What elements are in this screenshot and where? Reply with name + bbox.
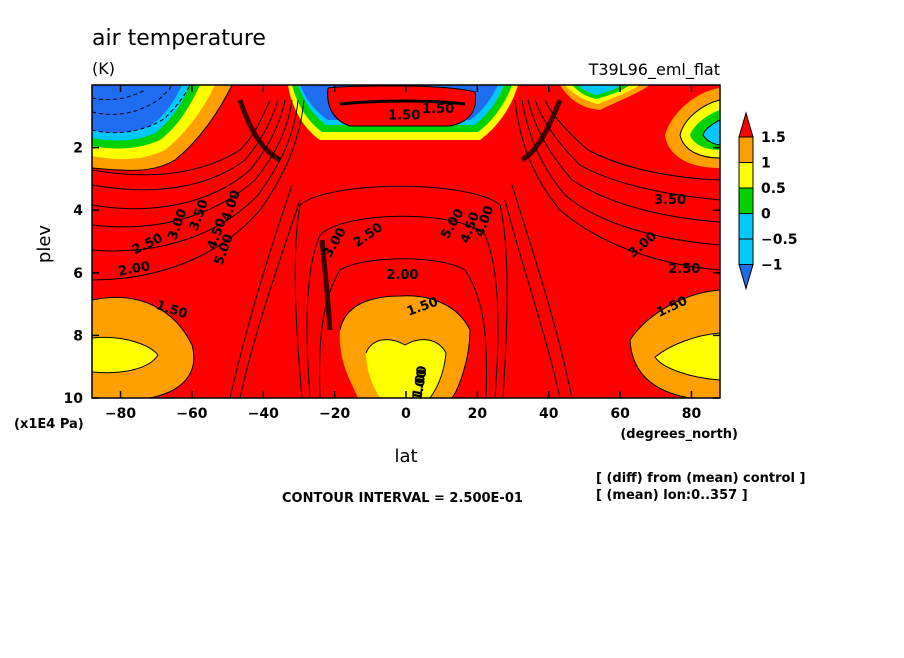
region-far-ne-cyan <box>703 120 720 145</box>
colorbar: 1.5 1 0.5 0 −0.5 −1 <box>738 111 798 291</box>
contour-line <box>92 89 146 101</box>
contour-line <box>514 99 720 271</box>
contour-line <box>339 295 471 398</box>
region-top-red-core <box>327 86 476 126</box>
contour-line <box>339 99 466 106</box>
chart-title: air temperature <box>92 26 266 51</box>
x-tick-label: −40 <box>248 406 279 422</box>
contour-line <box>527 99 720 223</box>
colorbar-swatch <box>738 187 754 214</box>
x-tick-label: −60 <box>176 406 207 422</box>
contour-line <box>504 199 561 398</box>
region-se-yellow <box>655 333 720 380</box>
colorbar-label: 0 <box>761 207 771 223</box>
contour-line <box>92 99 305 281</box>
chart-units: (K) <box>92 59 115 78</box>
contour-label: 1.50 <box>388 108 420 123</box>
y-tick-label: 8 <box>73 328 83 344</box>
experiment-label: T39L96_eml_flat <box>588 60 720 80</box>
contour-line <box>92 85 173 115</box>
contour-line <box>629 289 720 398</box>
x-tick-label: 60 <box>610 406 630 422</box>
diff-note: [ (diff) from (mean) control ] <box>596 471 805 486</box>
colorbar-swatch <box>738 213 754 240</box>
contour-label: 2.00 <box>117 259 151 279</box>
contour-label: 1.00 <box>410 368 430 402</box>
contour-line <box>654 332 720 381</box>
colorbar-swatch <box>738 136 754 163</box>
contour-line <box>92 99 279 191</box>
contour-line <box>92 85 233 171</box>
contour-line <box>521 99 720 246</box>
x-units-label: (degrees_north) <box>620 427 738 442</box>
contour-line <box>511 184 573 398</box>
y-units-label: (x1E4 Pa) <box>14 417 84 432</box>
contour-label: 2.50 <box>668 262 700 277</box>
x-tick-label: −80 <box>105 406 136 422</box>
plot-field: 1.502.002.503.003.50 4.004.505.001.003.00… <box>92 85 720 402</box>
y-tick-label: 2 <box>73 141 83 157</box>
contour-line <box>92 99 286 210</box>
contour-line <box>92 99 271 176</box>
contour-line <box>92 99 293 228</box>
y-tick-label: 6 <box>73 266 83 282</box>
contour-label: 1.50 <box>422 102 454 117</box>
colorbar-label: 0.5 <box>761 181 786 197</box>
region-sw-yellow <box>92 337 158 373</box>
region-center-yellow <box>366 339 446 398</box>
contour-dense-bands <box>237 99 563 331</box>
colorbar-swatch <box>738 238 754 265</box>
contour-line <box>306 215 499 398</box>
contour-line <box>327 85 477 127</box>
contour-line <box>92 99 299 252</box>
contour-label: 3.50 <box>654 193 686 208</box>
contour-line <box>319 258 488 398</box>
colorbar-swatch <box>738 162 754 189</box>
contour-line <box>229 184 293 398</box>
colorbar-top-arrow <box>738 111 754 138</box>
contour-line <box>294 185 508 398</box>
contour-dense-band <box>520 99 563 163</box>
contour-line <box>679 99 720 159</box>
region-nw-blue <box>92 85 182 133</box>
x-tick-label: 20 <box>468 406 488 422</box>
x-axis-label: lat <box>394 446 417 467</box>
y-tick-label: 10 <box>64 391 84 407</box>
y-tick-label: 4 <box>73 203 83 219</box>
contour-line <box>365 339 447 398</box>
y-axis-label: plev <box>34 225 55 264</box>
x-tick-label: 40 <box>539 406 559 422</box>
contour-line <box>92 296 195 398</box>
colorbar-label: −0.5 <box>761 232 798 248</box>
colorbar-label: 1.5 <box>761 130 786 146</box>
contour-line <box>534 99 720 201</box>
x-tick-label: 80 <box>682 406 702 422</box>
x-tick-label: 0 <box>401 406 411 422</box>
x-axis: −80 −60 −40 −20 0 20 40 60 80 <box>105 85 702 422</box>
contour-line <box>92 336 159 374</box>
contour-line <box>702 119 720 146</box>
contour-label: 2.00 <box>386 268 418 283</box>
contour-interval-note: CONTOUR INTERVAL = 2.500E-01 <box>282 491 523 506</box>
contour-label: 1.00 <box>410 365 430 399</box>
colorbar-bottom-arrow <box>738 264 754 291</box>
contour-dense-band <box>237 99 282 163</box>
contour-line <box>239 199 301 398</box>
mean-note: [ (mean) lon:0..357 ] <box>596 488 748 503</box>
contour-lines <box>92 85 720 398</box>
region-ne-cyan <box>578 85 622 95</box>
colorbar-label: 1 <box>761 156 771 172</box>
y-axis: 2 4 6 8 10 <box>64 141 720 407</box>
contour-line <box>92 85 191 134</box>
colorbar-label: −1 <box>761 258 782 274</box>
contour-dense-band <box>319 239 333 331</box>
x-tick-label: −20 <box>319 406 350 422</box>
